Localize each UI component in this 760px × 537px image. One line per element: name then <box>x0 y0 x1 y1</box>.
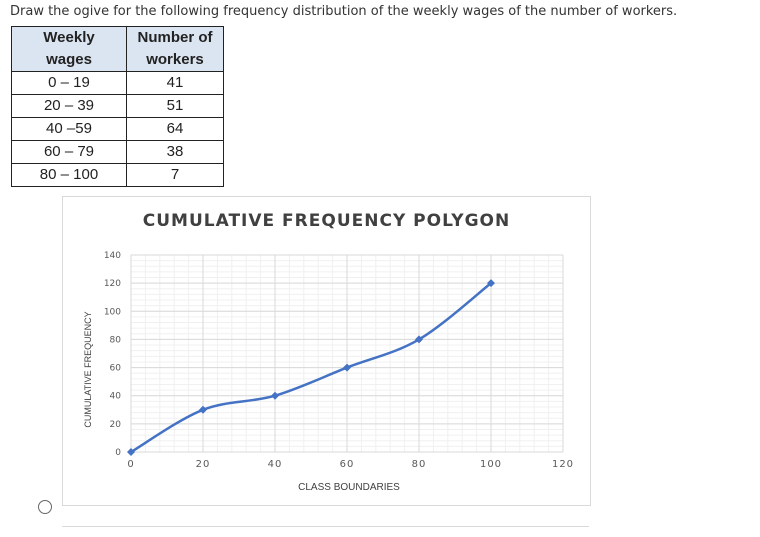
table-row: 80 – 100 7 <box>11 163 224 187</box>
wage-class-cell: 20 – 39 <box>11 94 127 118</box>
ogive-chart: 0 20 40 60 80 100 120 0 20 40 60 80 100 120 140 CLASS B… <box>83 251 574 493</box>
workers-count-cell: 7 <box>126 163 224 187</box>
next-option-box <box>62 526 589 537</box>
x-tick-label: 100 <box>480 459 502 470</box>
data-point-marker <box>199 405 207 414</box>
data-point-marker <box>127 448 135 456</box>
x-tick-label: 120 <box>552 459 574 470</box>
x-tick-label: 80 <box>412 459 427 470</box>
workers-count-cell: 64 <box>126 117 224 141</box>
y-axis-label: CUMULATIVE FREQUENCY <box>83 311 93 427</box>
y-tick-label: 120 <box>104 279 121 289</box>
table-row: 0 – 19 41 <box>11 71 224 95</box>
table-header-row: Weekly wages Number of workers <box>11 26 224 72</box>
y-tick-label: 60 <box>110 364 122 374</box>
data-point-marker <box>487 279 495 288</box>
x-tick-label: 20 <box>196 459 211 470</box>
y-tick-label: 20 <box>110 420 122 430</box>
header-number-of-workers: Number of workers <box>126 26 224 72</box>
header-weekly-wages: Weekly wages <box>11 26 127 72</box>
x-tick-label: 0 <box>127 459 134 470</box>
wage-class-cell: 80 – 100 <box>11 163 127 187</box>
data-point-marker <box>271 391 279 400</box>
data-point-marker <box>343 363 351 372</box>
x-axis-label: CLASS BOUNDARIES <box>298 482 400 493</box>
workers-count-cell: 51 <box>126 94 224 118</box>
y-tick-label: 0 <box>115 448 121 458</box>
answer-radio-button[interactable] <box>38 500 52 514</box>
frequency-table: Weekly wages Number of workers 0 – 19 41… <box>11 26 224 187</box>
workers-count-cell: 38 <box>126 140 224 164</box>
header-line: workers <box>146 51 204 68</box>
header-line: Weekly <box>43 29 95 46</box>
wage-class-cell: 60 – 79 <box>11 140 127 164</box>
wage-class-cell: 0 – 19 <box>11 71 127 95</box>
series-line <box>130 282 492 454</box>
header-line: wages <box>46 51 92 68</box>
chart-title: CUMULATIVE FREQUENCY POLYGON <box>142 211 511 231</box>
header-line: Number of <box>137 29 213 46</box>
wage-class-cell: 40 –59 <box>11 117 127 141</box>
y-tick-label: 140 <box>104 251 121 261</box>
x-tick-label: 40 <box>268 459 283 470</box>
y-tick-label: 100 <box>104 307 121 317</box>
y-tick-label: 40 <box>110 392 122 402</box>
question-text: Draw the ogive for the following frequen… <box>10 4 678 19</box>
chart-container: CUMULATIVE FREQUENCY POLYGON 0 20 40 60 80 10… <box>62 196 591 506</box>
table-row: 20 – 39 51 <box>11 94 224 118</box>
data-point-marker <box>415 335 423 344</box>
table-row: 60 – 79 38 <box>11 140 224 164</box>
table-row: 40 –59 64 <box>11 117 224 141</box>
y-tick-label: 80 <box>110 335 122 345</box>
workers-count-cell: 41 <box>126 71 224 95</box>
x-tick-label: 60 <box>340 459 355 470</box>
